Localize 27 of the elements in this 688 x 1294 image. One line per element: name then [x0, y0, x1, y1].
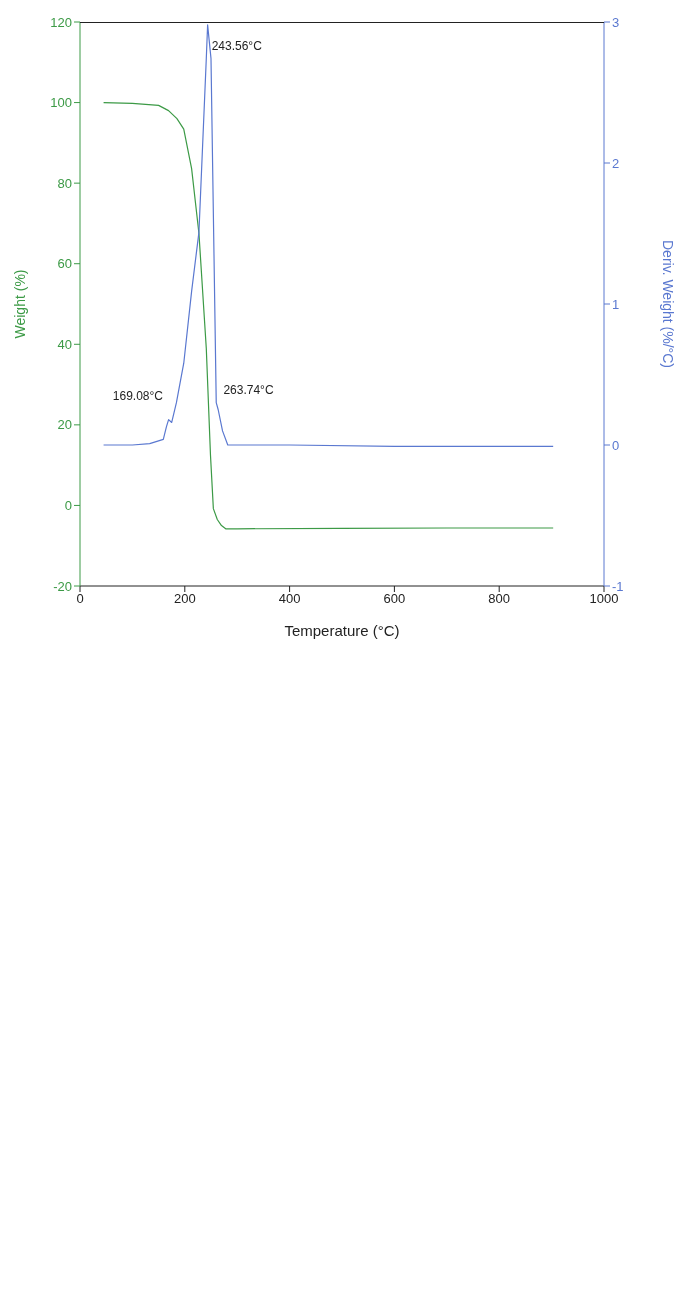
x-tick-label: 400 [278, 591, 301, 607]
y2-tick-label: 1 [612, 296, 620, 312]
y2-tick-label: 2 [612, 155, 620, 171]
y2-tick-label: -1 [612, 578, 624, 594]
y-tick-label: 60 [57, 256, 72, 272]
y2-axis-title: Deriv. Weight (%/°C) [660, 240, 677, 368]
y-tick-label: 0 [64, 498, 72, 514]
y-tick-label: 80 [57, 175, 72, 191]
y-tick-label: -20 [53, 578, 72, 594]
y-tick-label: 40 [57, 336, 72, 352]
y2-tick-label: 3 [612, 14, 620, 30]
x-tick-label: 200 [173, 591, 196, 607]
y-axis-title: Weight (%) [11, 269, 28, 339]
x-tick-label: 0 [76, 591, 84, 607]
x-tick-label: 600 [383, 591, 406, 607]
y-tick-label: 120 [50, 14, 72, 30]
annotation: 263.74°C [223, 383, 274, 398]
line-series [102, 101, 554, 530]
y2-tick-label: 0 [612, 437, 620, 453]
x-axis-title: Temperature (°C) [284, 622, 400, 639]
annotation: 169.08°C [112, 389, 163, 404]
annotation: 243.56°C [211, 39, 262, 54]
line-series [102, 24, 554, 448]
y-tick-label: 100 [50, 95, 72, 111]
x-tick-label: 1000 [589, 591, 619, 607]
y-tick-label: 20 [57, 417, 72, 433]
x-tick-label: 800 [488, 591, 511, 607]
